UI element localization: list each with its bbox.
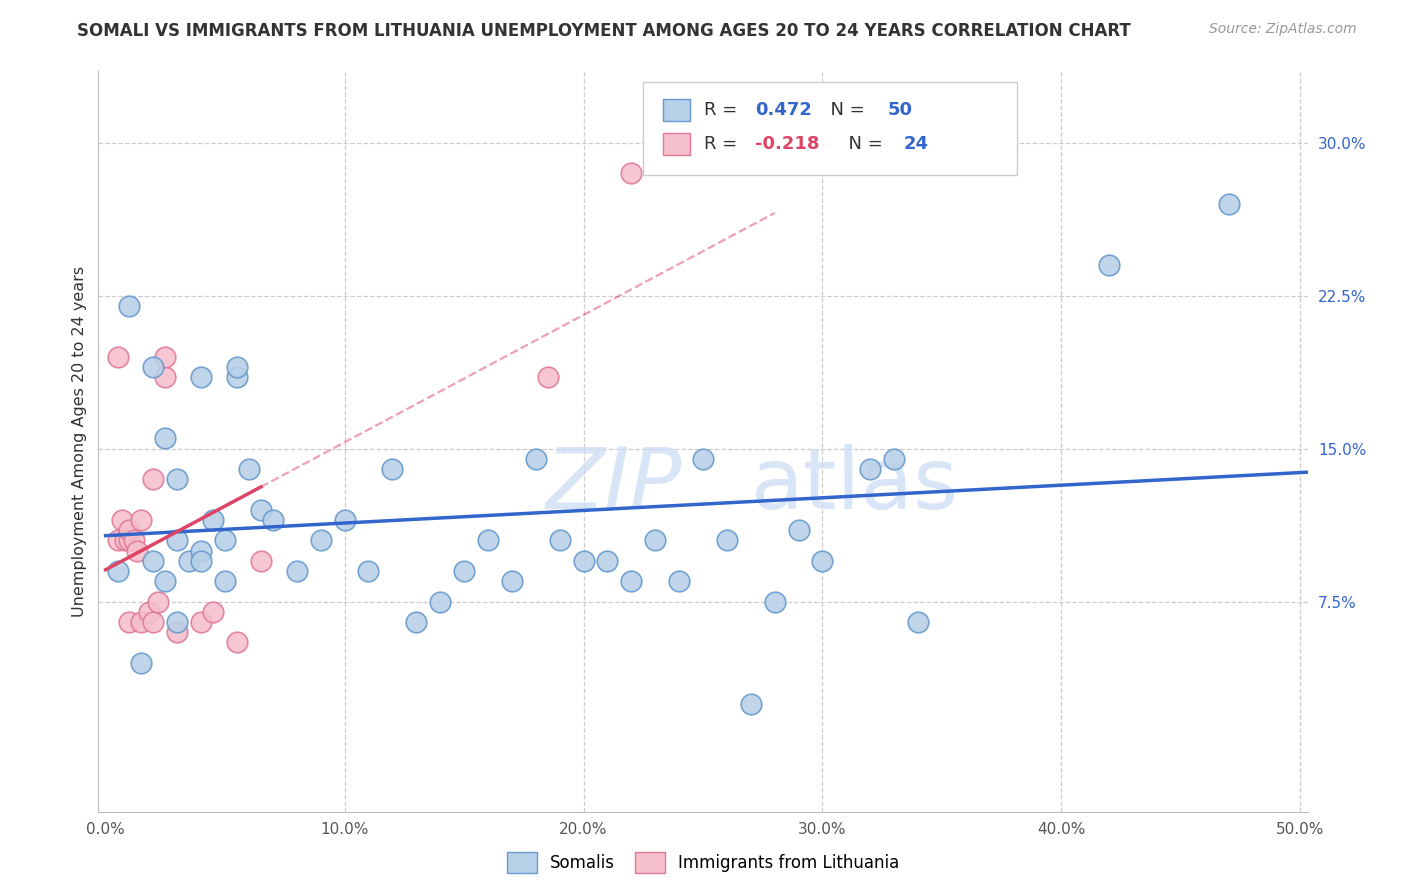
- Point: [142, 554, 165, 568]
- Point: [118, 533, 141, 548]
- Legend: Somalis, Immigrants from Lithuania: Somalis, Immigrants from Lithuania: [501, 846, 905, 880]
- Point: [787, 523, 810, 537]
- Point: [107, 533, 129, 548]
- Point: [596, 554, 619, 568]
- Point: [907, 615, 929, 629]
- Point: [572, 554, 595, 568]
- Point: [179, 554, 201, 568]
- Text: atlas: atlas: [751, 444, 959, 527]
- Point: [190, 554, 212, 568]
- Bar: [664, 133, 690, 155]
- Point: [190, 615, 212, 629]
- Point: [716, 533, 738, 548]
- Point: [125, 543, 148, 558]
- Text: N =: N =: [837, 135, 889, 153]
- Point: [357, 564, 380, 578]
- Point: [131, 615, 153, 629]
- Point: [202, 605, 225, 619]
- Point: [155, 432, 177, 446]
- Y-axis label: Unemployment Among Ages 20 to 24 years: Unemployment Among Ages 20 to 24 years: [72, 266, 87, 617]
- Point: [214, 533, 236, 548]
- Point: [477, 533, 499, 548]
- Point: [285, 564, 308, 578]
- Point: [118, 615, 141, 629]
- Point: [692, 451, 714, 466]
- Point: [620, 574, 643, 589]
- Point: [381, 462, 404, 476]
- Point: [142, 472, 165, 486]
- Point: [1218, 197, 1240, 211]
- Point: [1098, 258, 1121, 272]
- Point: [118, 523, 141, 537]
- Point: [309, 533, 332, 548]
- Text: R =: R =: [704, 101, 744, 119]
- Point: [214, 574, 236, 589]
- Point: [740, 697, 762, 711]
- Point: [883, 451, 905, 466]
- Point: [146, 594, 169, 608]
- Point: [166, 615, 188, 629]
- Point: [763, 594, 786, 608]
- Text: N =: N =: [820, 101, 870, 119]
- Point: [155, 350, 177, 364]
- Point: [453, 564, 475, 578]
- Bar: [664, 99, 690, 121]
- Point: [250, 554, 273, 568]
- Text: -0.218: -0.218: [755, 135, 820, 153]
- Text: R =: R =: [704, 135, 744, 153]
- Point: [226, 635, 249, 649]
- Text: 24: 24: [904, 135, 929, 153]
- Point: [131, 656, 153, 670]
- Point: [118, 299, 141, 313]
- Point: [190, 543, 212, 558]
- Point: [262, 513, 284, 527]
- Point: [155, 574, 177, 589]
- Point: [142, 360, 165, 375]
- Point: [524, 451, 547, 466]
- Point: [226, 370, 249, 384]
- Point: [226, 360, 249, 375]
- Point: [122, 533, 145, 548]
- Point: [859, 462, 882, 476]
- Point: [190, 370, 212, 384]
- Point: [111, 513, 134, 527]
- Point: [155, 370, 177, 384]
- Text: Source: ZipAtlas.com: Source: ZipAtlas.com: [1209, 22, 1357, 37]
- Point: [429, 594, 451, 608]
- Point: [166, 625, 188, 640]
- Point: [668, 574, 690, 589]
- Point: [202, 513, 225, 527]
- Point: [142, 615, 165, 629]
- Text: SOMALI VS IMMIGRANTS FROM LITHUANIA UNEMPLOYMENT AMONG AGES 20 TO 24 YEARS CORRE: SOMALI VS IMMIGRANTS FROM LITHUANIA UNEM…: [77, 22, 1130, 40]
- Point: [166, 472, 188, 486]
- Point: [114, 533, 136, 548]
- Point: [333, 513, 356, 527]
- Point: [107, 350, 129, 364]
- Point: [405, 615, 427, 629]
- Point: [250, 503, 273, 517]
- FancyBboxPatch shape: [643, 82, 1018, 175]
- Point: [138, 605, 160, 619]
- Point: [620, 166, 643, 180]
- Point: [644, 533, 666, 548]
- Text: 0.472: 0.472: [755, 101, 811, 119]
- Point: [166, 533, 188, 548]
- Point: [238, 462, 260, 476]
- Point: [107, 564, 129, 578]
- Point: [501, 574, 523, 589]
- Text: 50: 50: [889, 101, 912, 119]
- Point: [811, 554, 834, 568]
- Point: [537, 370, 560, 384]
- Point: [548, 533, 571, 548]
- Text: ZIP: ZIP: [546, 444, 682, 527]
- Point: [131, 513, 153, 527]
